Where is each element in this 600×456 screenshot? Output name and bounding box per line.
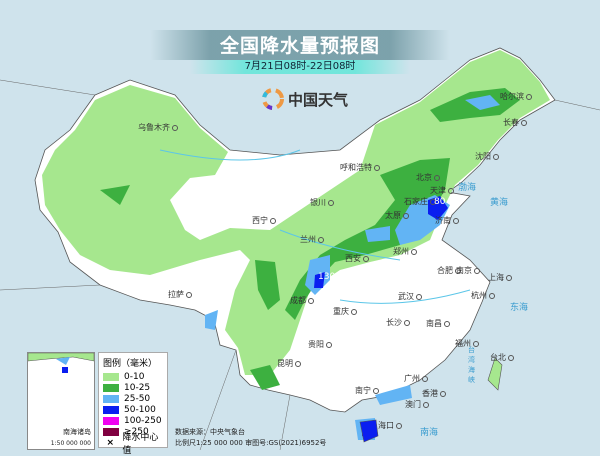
legend-swatch <box>103 405 119 414</box>
cross-icon: × <box>106 437 114 448</box>
hainan-island <box>359 419 379 443</box>
legend-item: 100-250 <box>103 415 163 426</box>
logo-text: 中国天气 <box>288 90 349 109</box>
legend-item: 25-50 <box>103 393 163 404</box>
city-label: 合肥 <box>437 265 461 276</box>
rain-center-value: 130 <box>318 272 336 282</box>
city-label: 太原 <box>385 210 409 221</box>
brand-logo: 中国天气 <box>262 88 348 110</box>
data-source: 数据来源：中央气象台 <box>175 428 245 436</box>
city-label: 福州 <box>455 338 479 349</box>
south-china-sea-inset: 南海诸岛 1:50 000 000 <box>27 352 95 450</box>
legend-item: ≥250 <box>103 426 163 437</box>
neighbor-borders <box>0 79 600 450</box>
legend-label: 50-100 <box>124 404 156 415</box>
sea-label: 渤海 <box>458 183 477 193</box>
scale-and-approval: 比例尺1:25 000 000 审图号:GS(2021)6952号 <box>175 439 327 447</box>
city-label: 香港 <box>422 388 446 399</box>
legend-label: 0-10 <box>124 371 145 382</box>
legend-label: 25-50 <box>124 393 151 404</box>
city-label: 昆明 <box>277 358 301 369</box>
title-band <box>150 30 450 60</box>
inset-scale: 1:50 000 000 <box>50 440 91 447</box>
map-subtitle: 7月21日08时-22日08时 <box>244 61 356 72</box>
sea-label: 东海 <box>510 303 529 313</box>
legend-label: ≥250 <box>124 426 149 437</box>
city-label: 乌鲁木齐 <box>138 122 178 133</box>
city-label: 海口 <box>378 420 402 431</box>
legend-item: × 降水中心值 <box>103 433 163 456</box>
legend-label: 降水中心值 <box>122 432 159 456</box>
legend-item: 50-100 <box>103 404 163 415</box>
city-label: 台北 <box>490 352 514 363</box>
legend-item: 10-25 <box>103 382 163 393</box>
city-label: 上海 <box>488 272 512 283</box>
city-label: 石家庄 <box>404 196 436 207</box>
legend: 图例（毫米） 0-10 10-25 25-50 50-100 100-250 ≥… <box>98 352 168 456</box>
legend-title: 图例（毫米） <box>103 359 158 369</box>
inset-map <box>28 353 94 373</box>
city-label: 南昌 <box>426 318 450 329</box>
city-label: 拉萨 <box>168 289 192 300</box>
legend-swatch <box>103 372 119 381</box>
city-label: 天津 <box>430 185 454 196</box>
city-label: 呼和浩特 <box>340 162 380 173</box>
city-label: 成都 <box>290 295 314 306</box>
city-label: 澳门 <box>405 399 429 410</box>
map-title: 全国降水量预报图 <box>219 35 380 57</box>
sea-label: 南海 <box>420 428 439 438</box>
logo-swirl-icon <box>262 88 284 110</box>
rain-10-25-area <box>100 88 520 390</box>
city-label: 重庆 <box>333 306 357 317</box>
city-label: 长沙 <box>386 317 410 328</box>
legend-label: 10-25 <box>124 382 151 393</box>
city-label: 南京 <box>456 265 480 276</box>
city-label: 广州 <box>404 373 428 384</box>
legend-swatch <box>103 394 119 403</box>
sea-label: 黄海 <box>490 198 509 208</box>
inset-label: 南海诸岛 <box>63 428 91 436</box>
legend-swatch <box>103 427 119 436</box>
city-label: 贵阳 <box>308 339 332 350</box>
city-label: 兰州 <box>300 234 324 245</box>
map-source: 数据来源：中央气象台 比例尺1:25 000 000 审图号:GS(2021)6… <box>175 427 326 449</box>
city-label: 杭州 <box>471 290 495 301</box>
china-coast-water <box>159 149 471 304</box>
city-label: 武汉 <box>398 291 422 302</box>
city-label: 北京 <box>416 172 440 183</box>
city-label: 哈尔滨 <box>500 91 532 102</box>
legend-label: 100-250 <box>124 415 162 426</box>
city-label: 银川 <box>310 197 334 208</box>
city-label: 长春 <box>503 117 527 128</box>
legend-swatch <box>103 383 119 392</box>
subtitle-band <box>190 60 410 74</box>
legend-swatch <box>103 416 119 425</box>
legend-item: 0-10 <box>103 371 163 382</box>
city-label: 西安 <box>345 253 369 264</box>
city-label: 南宁 <box>355 385 379 396</box>
rain-center-value: 80 <box>434 197 446 207</box>
city-label: 西宁 <box>252 215 276 226</box>
city-label: 济南 <box>435 215 459 226</box>
city-label: 郑州 <box>393 246 417 257</box>
city-label: 沈阳 <box>475 151 499 162</box>
sea-label: 台湾海峡 <box>468 346 475 384</box>
